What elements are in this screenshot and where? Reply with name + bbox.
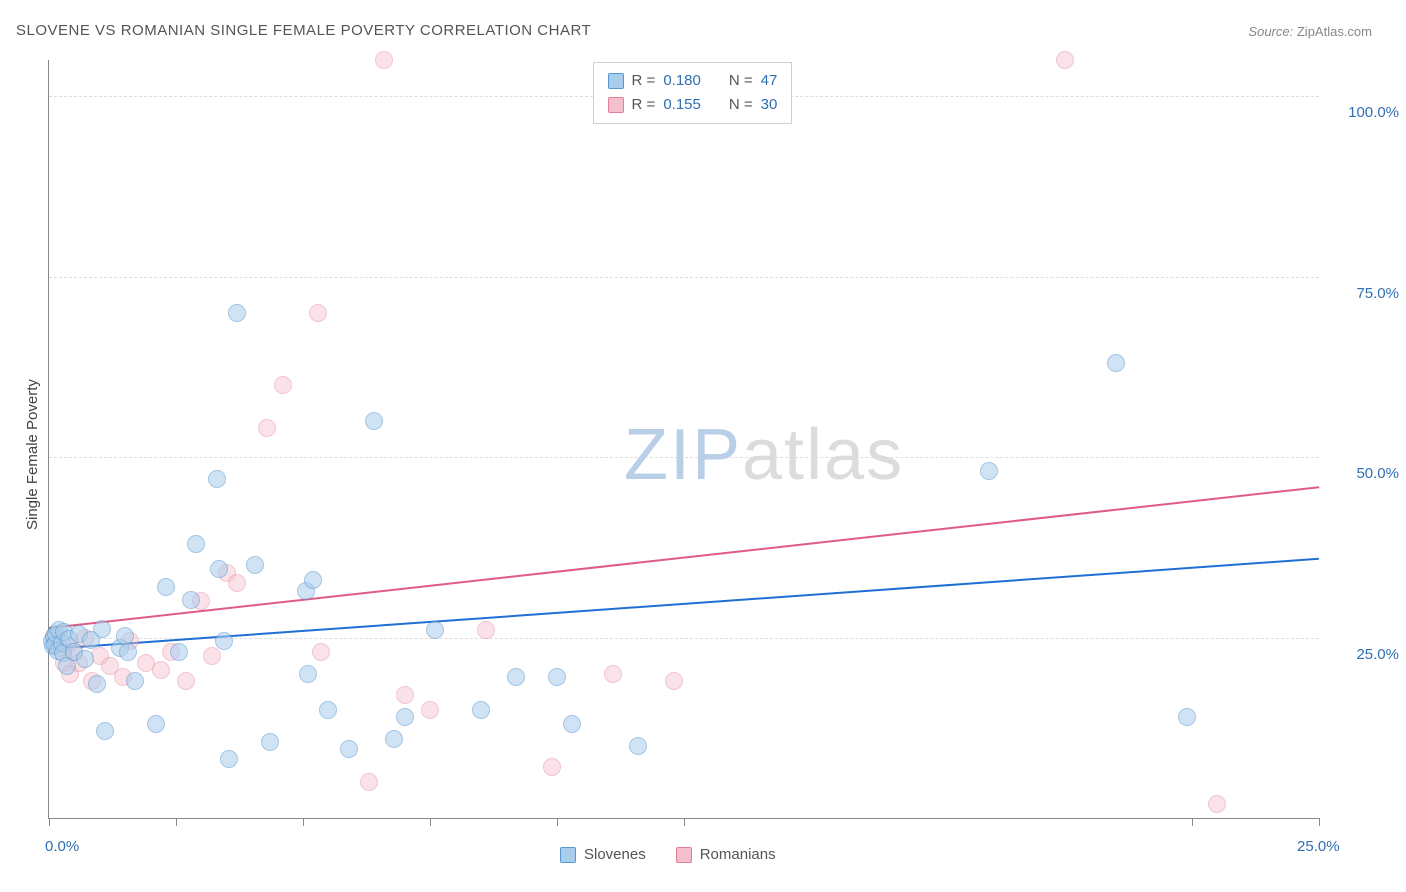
data-point (126, 672, 144, 690)
legend-swatch (608, 73, 624, 89)
x-tick-label: 25.0% (1297, 838, 1340, 855)
r-value: 0.155 (663, 93, 701, 117)
data-point (980, 462, 998, 480)
r-label: R = (632, 93, 656, 117)
legend-swatch (608, 97, 624, 113)
data-point (396, 708, 414, 726)
data-point (147, 715, 165, 733)
data-point (157, 578, 175, 596)
data-point (1178, 708, 1196, 726)
plot-area: 25.0%50.0%75.0%100.0%0.0%25.0%ZIPatlasR … (48, 60, 1319, 819)
trend-line (49, 486, 1319, 629)
data-point (210, 560, 228, 578)
source-name: ZipAtlas.com (1297, 24, 1372, 39)
data-point (319, 701, 337, 719)
data-point (182, 591, 200, 609)
legend-stats-row: R = 0.180 N = 47 (608, 69, 778, 93)
data-point (228, 304, 246, 322)
legend-stats: R = 0.180 N = 47 R = 0.155 N = 30 (593, 62, 793, 124)
n-value: 47 (761, 69, 778, 93)
data-point (309, 304, 327, 322)
data-point (340, 740, 358, 758)
n-value: 30 (761, 93, 778, 117)
legend-label: Romanians (700, 846, 776, 863)
source-attribution: Source: ZipAtlas.com (1248, 24, 1372, 39)
trend-line (49, 558, 1319, 650)
data-point (304, 571, 322, 589)
y-axis-title: Single Female Poverty (24, 379, 41, 530)
data-point (258, 419, 276, 437)
data-point (629, 737, 647, 755)
n-label: N = (729, 69, 753, 93)
x-tick-mark (303, 818, 304, 826)
data-point (312, 643, 330, 661)
data-point (385, 730, 403, 748)
data-point (76, 650, 94, 668)
legend-item: Romanians (676, 846, 776, 863)
data-point (421, 701, 439, 719)
data-point (396, 686, 414, 704)
data-point (665, 672, 683, 690)
data-point (215, 632, 233, 650)
legend-swatch (560, 847, 576, 863)
data-point (365, 412, 383, 430)
data-point (261, 733, 279, 751)
x-tick-label: 0.0% (45, 838, 79, 855)
data-point (477, 621, 495, 639)
x-tick-mark (684, 818, 685, 826)
data-point (152, 661, 170, 679)
gridline (49, 638, 1319, 639)
data-point (208, 470, 226, 488)
data-point (299, 665, 317, 683)
y-tick-label: 75.0% (1329, 285, 1399, 302)
x-tick-mark (557, 818, 558, 826)
data-point (220, 750, 238, 768)
r-label: R = (632, 69, 656, 93)
x-tick-mark (1192, 818, 1193, 826)
gridline (49, 457, 1319, 458)
data-point (274, 376, 292, 394)
data-point (177, 672, 195, 690)
data-point (604, 665, 622, 683)
data-point (1208, 795, 1226, 813)
x-tick-mark (1319, 818, 1320, 826)
source-label: Source: (1248, 24, 1293, 39)
data-point (1107, 354, 1125, 372)
watermark: ZIPatlas (624, 414, 904, 496)
legend-swatch (676, 847, 692, 863)
data-point (88, 675, 106, 693)
data-point (203, 647, 221, 665)
x-tick-mark (49, 818, 50, 826)
chart-title: SLOVENE VS ROMANIAN SINGLE FEMALE POVERT… (16, 22, 591, 39)
y-tick-label: 25.0% (1329, 646, 1399, 663)
y-tick-label: 100.0% (1329, 104, 1399, 121)
data-point (426, 621, 444, 639)
data-point (170, 643, 188, 661)
r-value: 0.180 (663, 69, 701, 93)
data-point (543, 758, 561, 776)
x-tick-mark (430, 818, 431, 826)
data-point (119, 643, 137, 661)
data-point (187, 535, 205, 553)
data-point (472, 701, 490, 719)
x-tick-mark (176, 818, 177, 826)
gridline (49, 277, 1319, 278)
data-point (228, 574, 246, 592)
data-point (1056, 51, 1074, 69)
legend-label: Slovenes (584, 846, 646, 863)
y-tick-label: 50.0% (1329, 465, 1399, 482)
data-point (96, 722, 114, 740)
data-point (548, 668, 566, 686)
data-point (375, 51, 393, 69)
data-point (93, 620, 111, 638)
data-point (360, 773, 378, 791)
data-point (507, 668, 525, 686)
legend-bottom: Slovenes Romanians (560, 846, 776, 863)
legend-stats-row: R = 0.155 N = 30 (608, 93, 778, 117)
data-point (246, 556, 264, 574)
n-label: N = (729, 93, 753, 117)
legend-item: Slovenes (560, 846, 646, 863)
data-point (563, 715, 581, 733)
